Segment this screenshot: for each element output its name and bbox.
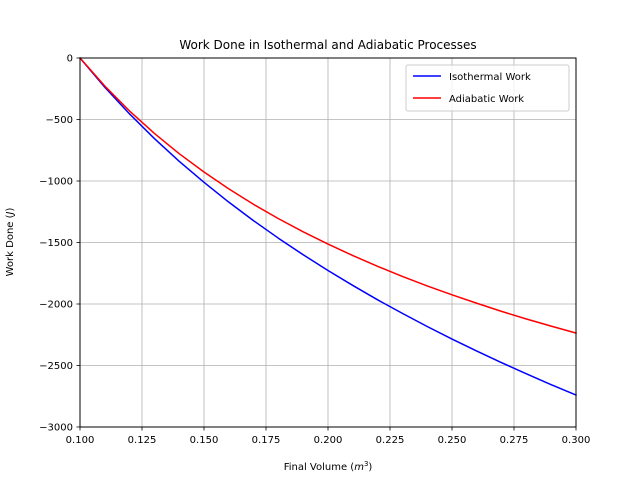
x-tick-label: 0.250	[438, 435, 467, 446]
y-axis-label: Work Done (J)	[5, 208, 16, 277]
series-line-isothermal-work	[78, 56, 577, 397]
x-tick-label: 0.150	[190, 435, 219, 446]
y-axis-label-close: )	[5, 208, 16, 212]
x-tick-label: 0.100	[66, 435, 95, 446]
series-line-adiabatic-work	[78, 56, 577, 334]
x-tick-label: 0.175	[252, 435, 281, 446]
x-tick-label: 0.125	[128, 435, 157, 446]
legend-label-isothermal: Isothermal Work	[449, 72, 531, 83]
y-axis-label-unit: J	[5, 211, 16, 216]
x-tick-label: 0.275	[500, 435, 529, 446]
y-tick-label: −3000	[39, 423, 73, 434]
legend: Isothermal Work Adiabatic Work	[405, 64, 570, 112]
y-tick-label: −2000	[39, 300, 73, 311]
legend-label-adiabatic: Adiabatic Work	[449, 94, 524, 105]
x-axis-label-unit: m	[354, 462, 364, 473]
x-tick-label: 0.300	[562, 435, 591, 446]
x-axis-label-close: )	[368, 462, 372, 473]
y-tick-label: −500	[46, 115, 73, 126]
x-axis-label-main: Final Volume (	[284, 462, 355, 473]
legend-box	[405, 64, 570, 112]
y-tick-label: 0	[67, 54, 73, 65]
x-axis-label-exponent: 3	[364, 460, 368, 468]
y-tick-label: −1500	[39, 238, 73, 249]
x-tick-label: 0.200	[314, 435, 343, 446]
series-layer	[78, 56, 577, 397]
ticks: 0.100 0.125 0.150 0.175 0.200 0.225 0.250 0.275…	[39, 54, 590, 447]
y-axis-label-main: Work Done (	[5, 214, 16, 276]
y-tick-label: −2500	[39, 361, 73, 372]
x-tick-label: 0.225	[376, 435, 405, 446]
y-tick-label: −1000	[39, 177, 73, 188]
chart-title: Work Done in Isothermal and Adiabatic Pr…	[179, 38, 476, 52]
x-axis-label: Final Volume (m3)	[284, 460, 373, 473]
